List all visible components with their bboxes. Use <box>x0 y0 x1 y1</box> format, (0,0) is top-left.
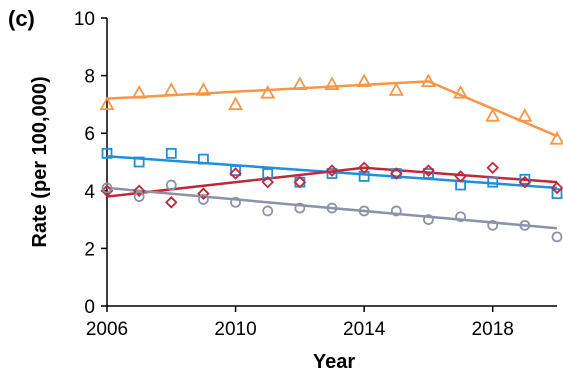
data-point-triangle <box>99 96 115 111</box>
data-point-diamond <box>390 167 403 180</box>
data-point-diamond <box>550 181 563 195</box>
data-point-square <box>326 168 338 179</box>
data-markers <box>99 73 563 243</box>
data-point-circle <box>390 205 402 217</box>
data-point-square <box>294 176 306 188</box>
data-point-circle <box>423 214 434 226</box>
data-point-circle <box>487 219 499 231</box>
data-point-diamond <box>165 196 178 209</box>
data-point-square <box>133 156 145 168</box>
data-point-circle <box>230 196 241 208</box>
x-tick-label: 2010 <box>214 319 256 340</box>
trend-line-triangle <box>106 80 558 138</box>
data-point-triangle <box>195 82 211 96</box>
y-tick-label: 4 <box>84 182 95 203</box>
data-point-circle <box>326 202 338 214</box>
data-point-square <box>487 176 499 188</box>
y-tick-label: 0 <box>84 297 95 318</box>
data-point-triangle <box>485 108 501 122</box>
data-point-triangle <box>420 73 436 88</box>
y-axis-title: Rate (per 100,000) <box>29 76 51 247</box>
data-point-triangle <box>453 85 469 99</box>
data-point-diamond <box>357 161 371 175</box>
data-point-circle <box>455 211 466 223</box>
data-point-triangle <box>517 108 533 122</box>
data-point-circle <box>358 205 370 217</box>
data-point-triangle <box>549 131 563 145</box>
data-point-circle <box>262 205 274 217</box>
data-point-circle <box>165 179 177 191</box>
panel-label: (c) <box>8 6 35 31</box>
data-point-circle <box>101 182 113 194</box>
data-point-diamond <box>132 184 146 198</box>
data-point-circle <box>519 219 531 231</box>
data-point-triangle <box>228 96 244 111</box>
trend-lines <box>106 80 558 230</box>
data-point-triangle <box>324 76 340 90</box>
trend-line-circle <box>106 186 558 230</box>
data-point-diamond <box>454 170 467 183</box>
data-point-triangle <box>260 85 276 99</box>
data-point-square <box>551 188 563 200</box>
y-tick-label: 8 <box>84 67 95 88</box>
data-point-diamond <box>325 164 339 177</box>
x-tick-label: 2006 <box>86 319 128 340</box>
data-point-diamond <box>197 187 210 200</box>
data-point-circle <box>198 194 209 205</box>
data-point-circle <box>294 202 306 214</box>
data-point-triangle <box>388 82 404 96</box>
data-point-circle <box>551 231 563 243</box>
data-point-diamond <box>100 184 114 198</box>
x-axis-title: Year <box>313 351 355 373</box>
x-tick-label: 2018 <box>472 319 514 340</box>
data-point-square <box>101 147 113 159</box>
data-point-triangle <box>356 73 372 88</box>
data-point-diamond <box>486 161 499 175</box>
data-point-square <box>230 165 241 177</box>
y-tick-label: 6 <box>84 124 95 145</box>
data-point-diamond <box>261 175 274 189</box>
tick-labels: 0 2 4 6 8 10 2006 2010 2014 2018 <box>74 9 514 340</box>
data-point-diamond <box>293 175 307 189</box>
data-point-square <box>198 153 209 165</box>
data-point-triangle <box>292 76 308 90</box>
data-point-diamond <box>422 164 435 177</box>
data-point-square <box>165 147 177 159</box>
y-tick-label: 10 <box>74 9 95 30</box>
data-point-diamond <box>229 167 242 180</box>
data-point-circle <box>133 191 145 202</box>
data-point-square <box>519 173 531 185</box>
axes <box>101 17 557 312</box>
data-point-triangle <box>163 82 179 96</box>
y-tick-label: 2 <box>84 239 95 260</box>
data-point-square <box>423 168 434 179</box>
x-tick-label: 2014 <box>343 319 386 340</box>
data-point-diamond <box>518 175 532 189</box>
data-point-triangle <box>131 85 147 99</box>
